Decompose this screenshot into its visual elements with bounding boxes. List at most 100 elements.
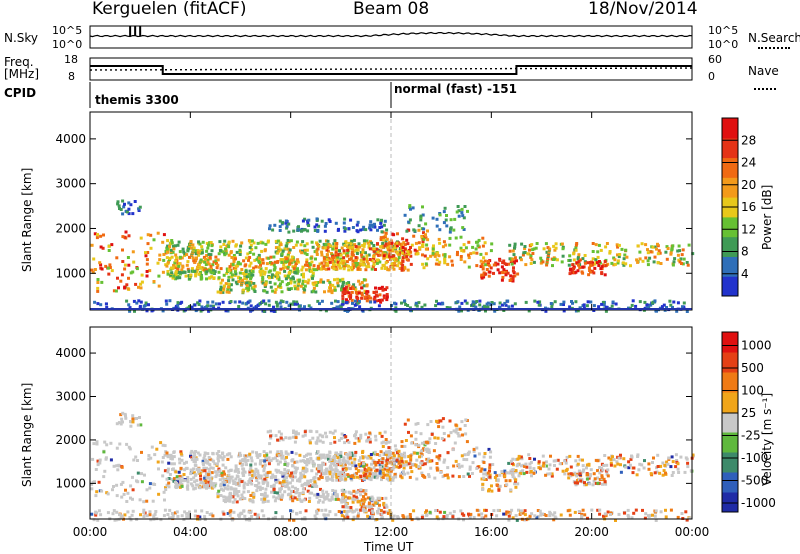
echo-cell bbox=[285, 241, 289, 245]
echo-cell bbox=[504, 303, 508, 307]
echo-cell bbox=[96, 518, 100, 522]
echo-cell bbox=[370, 462, 373, 466]
colorbar-segment bbox=[722, 412, 738, 433]
echo-cell bbox=[576, 454, 580, 458]
echo-cell bbox=[452, 228, 456, 232]
echo-cell bbox=[263, 289, 267, 293]
echo-cell bbox=[319, 487, 322, 491]
echo-cell bbox=[386, 242, 390, 246]
echo-cell bbox=[302, 498, 306, 502]
echo-cell bbox=[176, 301, 180, 305]
echo-cell bbox=[351, 285, 354, 289]
echo-cell bbox=[390, 304, 394, 307]
echo-cell bbox=[574, 300, 578, 304]
echo-cell bbox=[345, 281, 349, 285]
echo-cell bbox=[328, 510, 332, 514]
echo-cell bbox=[483, 259, 487, 263]
echo-cell bbox=[431, 247, 435, 251]
echo-cell bbox=[211, 300, 215, 304]
echo-cell bbox=[206, 300, 210, 304]
echo-cell bbox=[617, 255, 621, 259]
echo-cell bbox=[416, 422, 420, 425]
echo-cell bbox=[467, 512, 470, 516]
echo-cell bbox=[272, 255, 276, 259]
echo-cell bbox=[336, 300, 340, 304]
echo-cell bbox=[129, 420, 132, 423]
echo-cell bbox=[541, 260, 545, 264]
echo-cell bbox=[539, 256, 543, 260]
echo-cell bbox=[209, 270, 213, 274]
echo-cell bbox=[364, 509, 367, 513]
echo-cell bbox=[600, 466, 604, 470]
echo-cell bbox=[195, 479, 199, 483]
echo-cell bbox=[165, 483, 169, 487]
echo-cell bbox=[594, 243, 598, 247]
echo-cell bbox=[544, 514, 548, 517]
echo-cell bbox=[186, 267, 190, 271]
echo-cell bbox=[303, 466, 307, 470]
echo-cell bbox=[117, 204, 121, 208]
echo-cell bbox=[423, 303, 427, 307]
echo-cell bbox=[119, 516, 123, 520]
echo-cell bbox=[313, 480, 317, 484]
echo-cell bbox=[350, 478, 354, 482]
echo-cell bbox=[426, 460, 430, 464]
echo-cell bbox=[243, 454, 247, 458]
echo-cell bbox=[568, 254, 572, 258]
echo-cell bbox=[529, 470, 533, 473]
echo-cell bbox=[347, 509, 351, 513]
echo-cell bbox=[662, 469, 666, 473]
echo-cell bbox=[677, 471, 681, 474]
echo-cell bbox=[178, 270, 181, 274]
echo-cell bbox=[201, 459, 205, 463]
echo-cell bbox=[496, 478, 500, 482]
echo-cell bbox=[408, 218, 412, 222]
echo-cell bbox=[311, 271, 315, 275]
echo-cell bbox=[344, 467, 348, 471]
echo-cell bbox=[343, 473, 346, 477]
echo-cell bbox=[211, 466, 215, 470]
echo-cell bbox=[350, 268, 354, 272]
echo-cell bbox=[288, 248, 292, 252]
echo-cell bbox=[336, 277, 340, 281]
echo-cell bbox=[425, 457, 429, 461]
echo-cell bbox=[460, 249, 464, 253]
echo-cell bbox=[682, 257, 686, 261]
echo-cell bbox=[418, 246, 422, 250]
echo-cell bbox=[524, 518, 528, 522]
echo-cell bbox=[278, 229, 282, 232]
echo-cell bbox=[99, 263, 103, 267]
echo-cell bbox=[396, 515, 400, 519]
echo-cell bbox=[332, 245, 336, 249]
echo-cell bbox=[273, 260, 277, 264]
echo-cell bbox=[532, 467, 536, 471]
echo-cell bbox=[410, 470, 414, 474]
echo-cell bbox=[659, 262, 663, 265]
echo-cell bbox=[261, 258, 265, 262]
echo-cell bbox=[161, 474, 165, 478]
echo-cell bbox=[675, 459, 679, 462]
echo-cell bbox=[592, 479, 596, 483]
echo-cell bbox=[209, 479, 213, 483]
echo-cell bbox=[667, 456, 671, 460]
echo-cell bbox=[342, 256, 346, 260]
echo-cell bbox=[354, 467, 358, 471]
echo-cell bbox=[361, 255, 365, 259]
echo-cell bbox=[280, 290, 284, 294]
echo-cell bbox=[496, 262, 500, 266]
echo-cell bbox=[312, 283, 316, 287]
colorbar-tick-label: 12 bbox=[741, 222, 756, 236]
echo-cell bbox=[287, 222, 291, 226]
echo-cell bbox=[215, 452, 219, 456]
echo-cell bbox=[385, 245, 389, 249]
echo-cell bbox=[441, 245, 445, 249]
echo-cell bbox=[577, 253, 581, 257]
echo-cell bbox=[412, 509, 416, 513]
echo-cell bbox=[397, 458, 401, 461]
echo-cell bbox=[105, 443, 109, 447]
echo-cell bbox=[513, 246, 516, 250]
echo-cell bbox=[415, 465, 419, 469]
echo-cell bbox=[421, 253, 424, 257]
echo-cell bbox=[427, 448, 431, 452]
echo-cell bbox=[248, 269, 252, 273]
